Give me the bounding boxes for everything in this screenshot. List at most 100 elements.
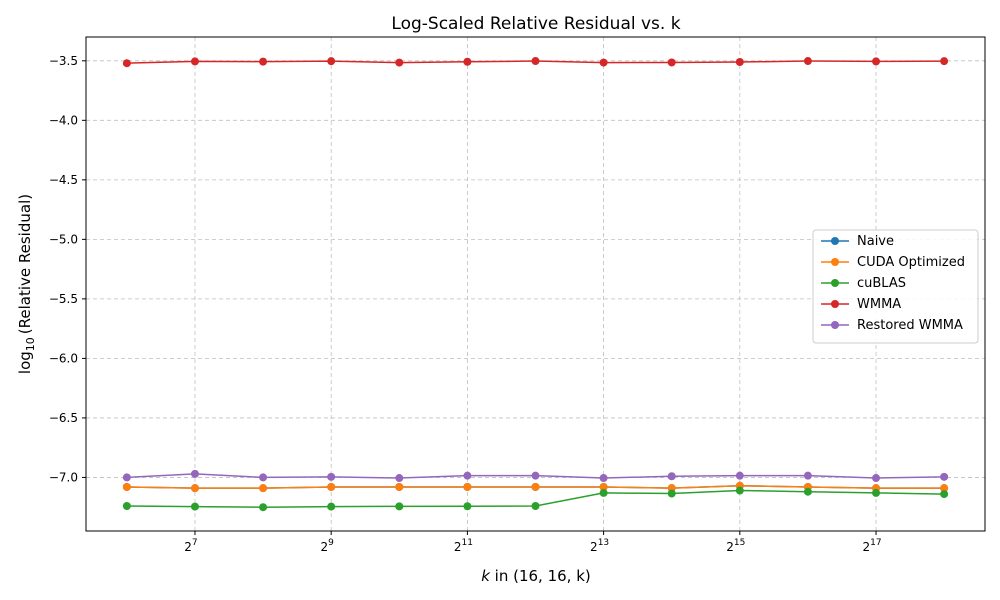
series-cublas-point [872, 488, 881, 497]
x-tick-base: 2 [726, 540, 734, 554]
x-tick-exp: 15 [734, 538, 745, 548]
x-tick-label: 217 [862, 538, 881, 554]
series-restored-wmma-point [940, 472, 949, 481]
x-tick-exp: 9 [328, 538, 334, 548]
series-cublas-point [122, 502, 131, 511]
x-tick-label: 211 [454, 538, 473, 554]
series-wmma-point [735, 57, 744, 66]
series-cuda-optimized-point [531, 482, 540, 491]
y-tick-label: −5.5 [49, 292, 78, 306]
x-axis-label: k in (16, 16, k) [481, 567, 591, 585]
series-restored-wmma-point [872, 474, 881, 483]
x-tick-base: 2 [590, 540, 598, 554]
y-tick-label: −7.0 [49, 470, 78, 484]
x-axis-label-var: k [481, 567, 491, 585]
legend-frame [812, 229, 979, 344]
legend-label: cuBLAS [857, 276, 906, 291]
legend-swatch-marker [831, 237, 839, 245]
series-wmma-point [190, 57, 199, 66]
series-restored-wmma-point [259, 473, 268, 482]
series-cublas-point [599, 488, 608, 497]
y-ticks: −3.5 −4.0 −4.5 −5.0 −5.5 −6.0 −6.5 −7.0 [49, 54, 86, 484]
series-restored-wmma-point [463, 471, 472, 480]
series-wmma-point [259, 57, 268, 66]
series-cublas-point [463, 502, 472, 511]
series-cublas-point [190, 502, 199, 511]
x-tick-label: 27 [184, 538, 197, 554]
series-restored-wmma-point [190, 469, 199, 478]
series-wmma-point [327, 57, 336, 66]
series-wmma-point [463, 57, 472, 66]
x-tick-base: 2 [862, 540, 870, 554]
series-cublas-point [531, 502, 540, 511]
x-tick-exp: 11 [461, 538, 472, 548]
x-tick-label: 29 [320, 538, 334, 554]
series-cublas-point [667, 489, 676, 498]
series-cuda-optimized-point [599, 482, 608, 491]
series-restored-wmma-point [803, 471, 812, 480]
y-tick-label: −4.5 [49, 173, 78, 187]
x-tick-label: 215 [726, 538, 745, 554]
series-cublas-point [940, 490, 949, 499]
x-tick-base: 2 [320, 540, 328, 554]
series-cuda-optimized-point [122, 482, 131, 491]
x-tick-exp: 7 [192, 538, 198, 548]
series-cublas-point [803, 487, 812, 496]
series-restored-wmma-point [667, 472, 676, 481]
series-restored-wmma-point [122, 473, 131, 482]
y-axis-label: log10 (Relative Residual) [16, 194, 37, 374]
series-cuda-optimized-point [463, 482, 472, 491]
legend-label: Restored WMMA [857, 318, 963, 333]
y-axis-label-sub: 10 [24, 337, 37, 351]
legend: Naive CUDA Optimized cuBLAS WMMA Restored WM… [812, 229, 979, 344]
y-tick-label: −6.0 [49, 351, 78, 365]
legend-swatch-marker [831, 300, 839, 308]
series-wmma-point [531, 57, 540, 66]
series-restored-wmma-point [531, 471, 540, 480]
series-cuda-optimized-point [259, 484, 268, 493]
legend-label: Naive [857, 234, 894, 249]
y-tick-label: −3.5 [49, 54, 78, 68]
series-cublas-point [735, 486, 744, 495]
x-tick-exp: 17 [870, 538, 881, 548]
y-axis-label-log: log [16, 351, 34, 374]
series-layer [122, 57, 949, 512]
legend-swatch-marker [831, 258, 839, 266]
y-axis-label-text: (Relative Residual) [16, 194, 34, 334]
series-wmma-point [667, 58, 676, 67]
series-wmma-point [872, 57, 881, 66]
series-cublas-point [395, 502, 404, 511]
legend-label: CUDA Optimized [857, 255, 965, 270]
legend-label: WMMA [857, 297, 901, 312]
series-cublas-point [327, 502, 336, 511]
plot-frame [85, 36, 986, 532]
y-tick-label: −5.0 [49, 232, 78, 246]
series-restored-wmma-point [327, 472, 336, 481]
y-tick-label: −6.5 [49, 411, 78, 425]
series-cuda-optimized-point [190, 484, 199, 493]
series-wmma-point [599, 58, 608, 67]
legend-swatch-marker [831, 279, 839, 287]
series-wmma-point [940, 57, 949, 66]
series-wmma-point [803, 57, 812, 66]
x-ticks: 27 29 211 213 215 217 [184, 531, 882, 554]
y-tick-label: −4.0 [49, 113, 78, 127]
x-tick-base: 2 [184, 540, 192, 554]
series-cuda-optimized-point [940, 484, 949, 493]
x-axis-label-text: in (16, 16, k) [490, 567, 591, 585]
chart-title: Log-Scaled Relative Residual vs. k [391, 14, 680, 34]
series-cublas-point [259, 503, 268, 512]
series-restored-wmma-point [599, 474, 608, 483]
series-cuda-optimized-point [327, 482, 336, 491]
x-tick-exp: 13 [598, 538, 609, 548]
series-restored-wmma-point [735, 471, 744, 480]
series-wmma-point [122, 59, 131, 68]
x-tick-label: 213 [590, 538, 609, 554]
series-cuda-optimized-point [395, 482, 404, 491]
series-restored-wmma-point [395, 474, 404, 483]
legend-swatch-marker [831, 321, 839, 329]
series-wmma-point [395, 58, 404, 67]
x-tick-base: 2 [454, 540, 462, 554]
